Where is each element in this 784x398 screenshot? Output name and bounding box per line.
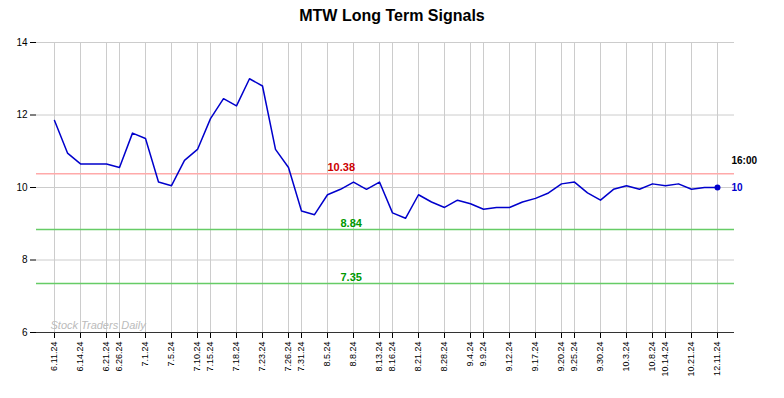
svg-text:8.5.24: 8.5.24 [322,342,332,367]
svg-text:12: 12 [16,109,28,120]
svg-text:6.11.24: 6.11.24 [49,342,59,371]
svg-text:8.84: 8.84 [341,217,363,229]
svg-text:7.1.24: 7.1.24 [140,342,150,367]
svg-text:9.12.24: 9.12.24 [504,342,514,372]
svg-text:10: 10 [732,182,744,193]
svg-text:7.31.24: 7.31.24 [296,342,306,372]
svg-text:7.10.24: 7.10.24 [192,342,202,372]
svg-text:16:00: 16:00 [732,155,758,166]
svg-text:7.5.24: 7.5.24 [166,342,176,367]
svg-text:10.14.24: 10.14.24 [660,342,670,377]
svg-text:10.3.24: 10.3.24 [621,342,631,372]
svg-text:8: 8 [22,254,28,265]
svg-text:9.17.24: 9.17.24 [530,342,540,372]
svg-text:10: 10 [16,182,28,193]
svg-text:7.23.24: 7.23.24 [257,342,267,372]
svg-text:8.21.24: 8.21.24 [413,342,423,372]
svg-text:6.21.24: 6.21.24 [101,342,111,372]
svg-text:7.15.24: 7.15.24 [205,342,215,372]
svg-text:9.30.24: 9.30.24 [595,342,605,372]
svg-text:9.4.24: 9.4.24 [465,342,475,367]
svg-text:6.26.24: 6.26.24 [114,342,124,372]
svg-text:7.18.24: 7.18.24 [231,342,241,372]
svg-text:8.8.24: 8.8.24 [348,342,358,367]
svg-text:10.38: 10.38 [328,161,356,173]
svg-text:12.11.24: 12.11.24 [712,342,722,376]
svg-text:8.28.24: 8.28.24 [439,342,449,372]
html-text:MTW Long Term Signals: MTW Long Term Signals [299,7,485,24]
svg-text:7.26.24: 7.26.24 [283,342,293,372]
svg-text:6.14.24: 6.14.24 [75,342,85,372]
svg-text:Stock Traders Daily: Stock Traders Daily [51,319,148,331]
svg-text:9.25.24: 9.25.24 [569,342,579,372]
svg-text:9.20.24: 9.20.24 [556,342,566,372]
svg-text:8.16.24: 8.16.24 [387,342,397,372]
svg-text:14: 14 [16,37,28,48]
svg-text:10.8.24: 10.8.24 [647,342,657,372]
svg-text:7.35: 7.35 [341,271,362,283]
svg-text:9.9.24: 9.9.24 [478,342,488,367]
svg-text:10.21.24: 10.21.24 [686,342,696,377]
svg-text:8.13.24: 8.13.24 [374,342,384,372]
svg-text:6: 6 [22,327,28,338]
